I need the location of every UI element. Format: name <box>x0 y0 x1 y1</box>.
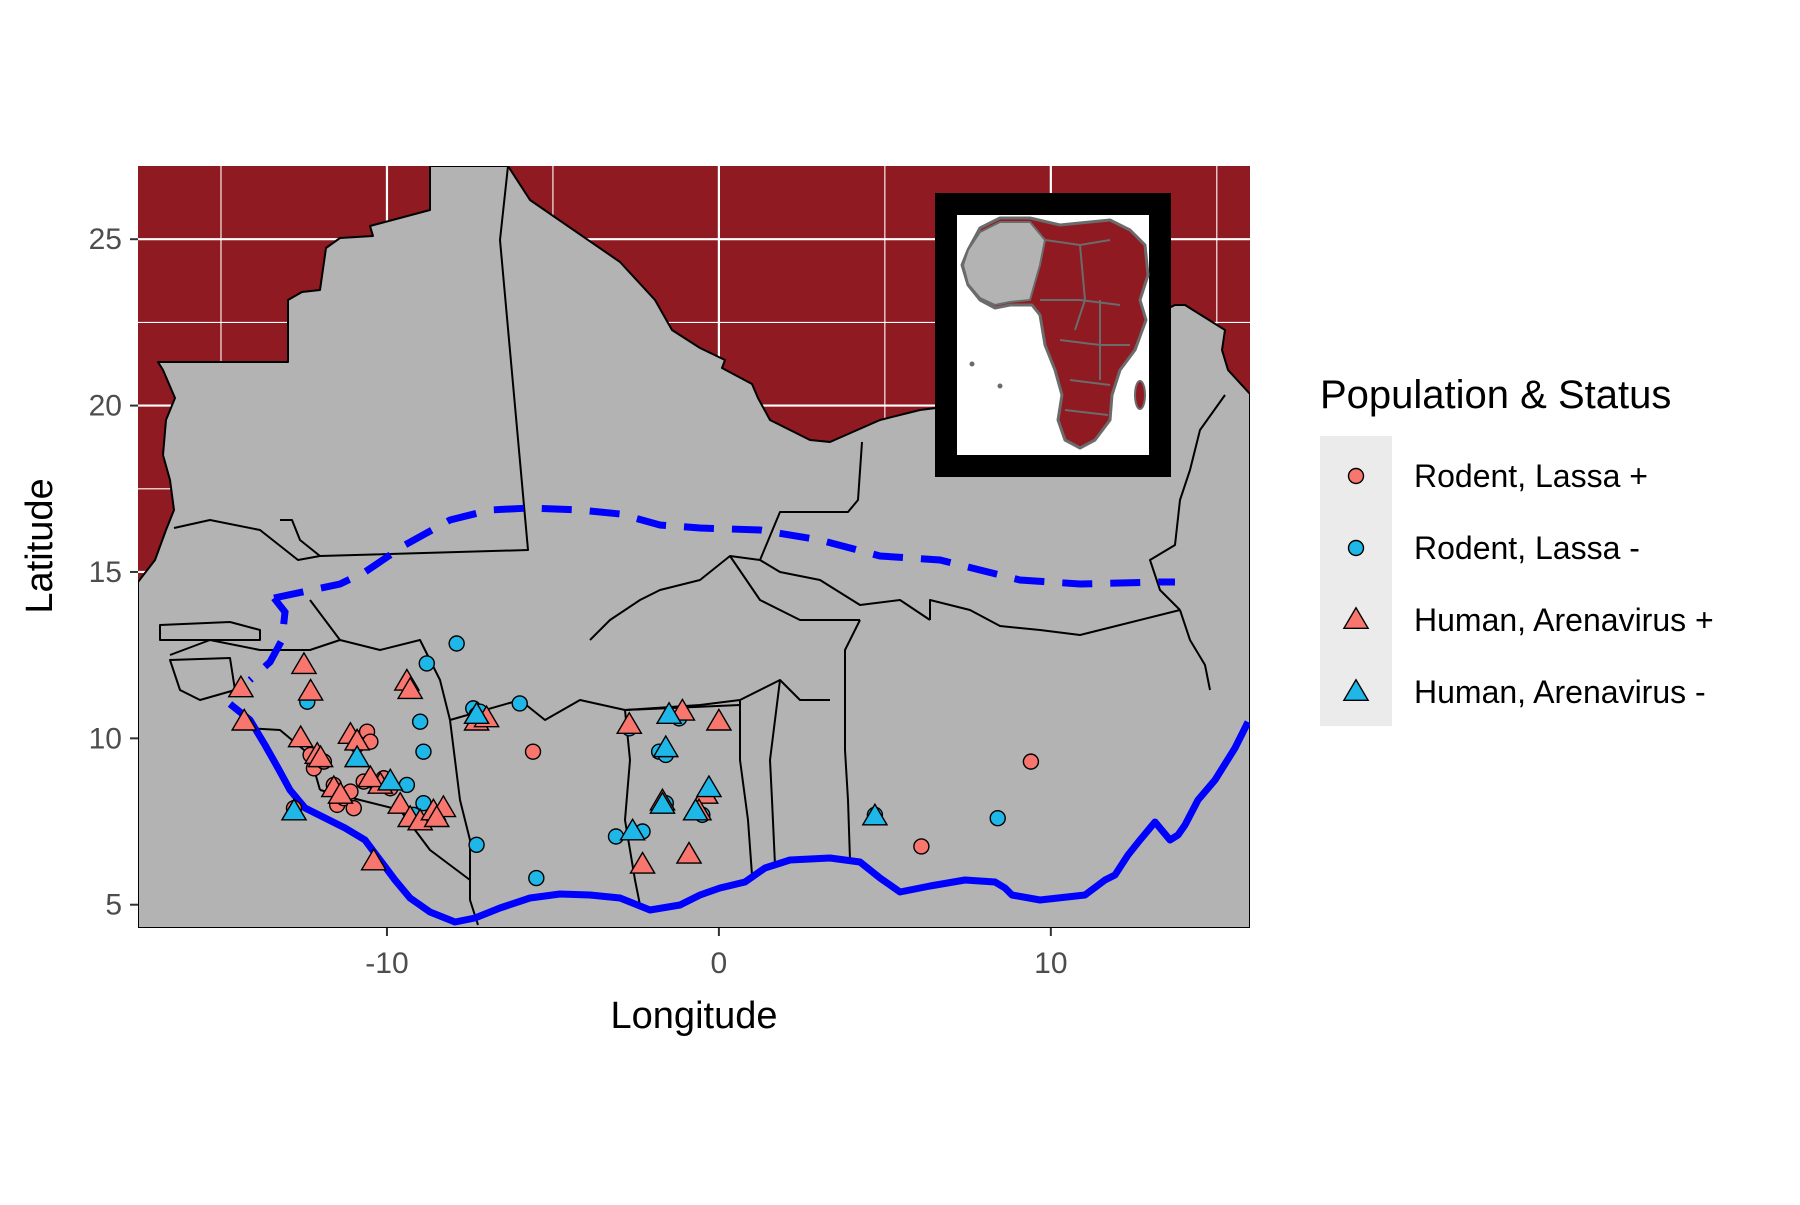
border-gambia <box>159 621 261 641</box>
border-guinea-bissau <box>169 657 236 701</box>
x-axis-title: Longitude <box>611 995 778 1037</box>
inset-country-borders <box>1040 239 1130 416</box>
data-point-triangle <box>629 851 656 874</box>
inset-island-1 <box>969 361 975 367</box>
border-niger-nigeria <box>929 599 1181 636</box>
data-point-triangle <box>463 701 490 725</box>
data-point-triangle <box>360 847 388 871</box>
legend-label: Human, Arenavirus + <box>1414 602 1714 638</box>
inset-west-africa-highlight <box>961 221 1047 307</box>
data-point-circle <box>511 695 528 712</box>
border-niger-mali <box>729 555 931 621</box>
legend-key-triangle <box>1342 678 1370 702</box>
data-point-triangle <box>327 781 354 804</box>
data-point-triangle <box>619 817 646 841</box>
y-tick-label: 25 <box>89 223 122 256</box>
legend-items: Rodent, Lassa + Rodent, Lassa - Human, Are… <box>1342 458 1714 710</box>
border-burkina-north <box>589 555 860 641</box>
border-benin-togo <box>769 679 781 866</box>
border-ivorycoast-west <box>449 719 479 926</box>
data-point-triangle <box>287 724 314 748</box>
legend-key-background <box>1320 436 1392 726</box>
border-nigeria-benin <box>844 619 861 861</box>
data-point-circle <box>1022 753 1040 770</box>
data-point-triangle <box>343 744 371 768</box>
data-point-triangle <box>695 774 723 798</box>
border-mauritania-senegal <box>173 519 321 561</box>
x-tick-label: 0 <box>711 947 728 980</box>
data-point-triangle <box>423 804 451 828</box>
data-point-triangle <box>396 676 424 700</box>
y-tick-label: 20 <box>89 390 122 423</box>
coastline-boundary <box>227 701 1250 926</box>
data-point-triangle <box>861 802 889 826</box>
data-point-triangle <box>357 764 384 788</box>
border-ghana-west <box>624 709 641 906</box>
border-togo-ghana <box>739 700 753 876</box>
y-axis-title: Latitude <box>19 478 61 613</box>
data-point-circle <box>411 713 429 730</box>
data-point-triangle <box>705 708 733 731</box>
data-point-triangle <box>386 791 414 814</box>
data-points <box>227 635 1040 887</box>
data-point-triangle <box>615 711 643 735</box>
border-senegal-guinea <box>169 639 341 656</box>
legend-label: Rodent, Lassa - <box>1414 530 1640 566</box>
dashed-western-boundary <box>247 595 289 683</box>
y-tick-label: 5 <box>105 889 122 922</box>
data-point-triangle <box>649 791 676 814</box>
data-point-circle <box>524 743 542 760</box>
data-point-triangle <box>227 674 255 698</box>
data-point-triangle <box>682 797 709 821</box>
data-point-circle <box>448 635 465 652</box>
data-point-circle <box>607 828 625 845</box>
data-point-triangle <box>307 744 334 768</box>
data-point-triangle <box>655 701 683 725</box>
data-point-triangle <box>280 797 308 821</box>
legend: Population & Status Rodent, Lassa +Roden… <box>1320 373 1714 726</box>
africa-inset-map <box>935 193 1171 477</box>
border-nigeria-east <box>1179 609 1211 691</box>
legend-key-circle <box>1347 539 1365 557</box>
dashed-northern-boundary <box>273 504 1175 602</box>
data-point-circle <box>418 655 435 672</box>
data-point-triangle <box>297 678 324 701</box>
data-point-circle <box>989 809 1006 827</box>
y-tick-label: 15 <box>89 556 122 589</box>
legend-key-circle <box>1347 467 1365 485</box>
study-boundary-lines <box>227 504 1250 926</box>
x-tick-label: 10 <box>1034 947 1067 980</box>
data-point-triangle <box>675 841 703 864</box>
axes: -10 0 10 5 10 15 20 25 <box>89 223 1068 980</box>
y-tick-label: 10 <box>89 722 122 755</box>
data-point-circle <box>528 869 545 887</box>
legend-title: Population & Status <box>1320 373 1671 417</box>
data-point-triangle <box>230 708 258 731</box>
data-point-triangle <box>652 734 680 758</box>
data-point-triangle <box>290 651 318 675</box>
legend-label: Rodent, Lassa + <box>1414 458 1648 494</box>
inset-madagascar <box>1134 380 1146 410</box>
legend-label: Human, Arenavirus - <box>1414 674 1706 710</box>
data-point-triangle <box>376 767 404 791</box>
data-point-circle <box>468 836 485 854</box>
inset-island-2 <box>997 383 1003 389</box>
legend-key-triangle <box>1342 606 1370 630</box>
border-guinea-mali <box>309 599 451 721</box>
border-algeria-mali <box>759 441 863 561</box>
x-tick-label: -10 <box>365 947 408 980</box>
data-point-circle <box>345 800 362 817</box>
data-point-circle <box>913 838 930 855</box>
data-point-circle <box>415 743 432 760</box>
